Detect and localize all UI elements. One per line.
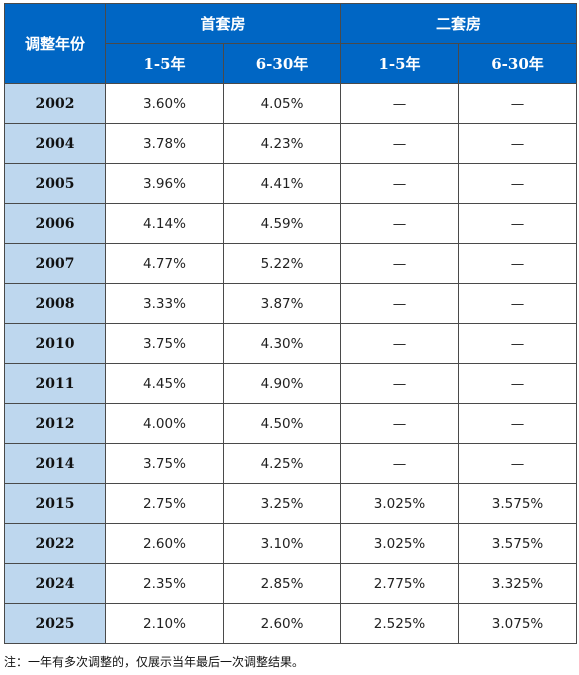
second-home-6-30-cell: — xyxy=(458,363,578,404)
year-cell: 2024 xyxy=(4,563,106,604)
first-home-1-5-cell: 2.75% xyxy=(105,483,224,524)
year-cell: 2015 xyxy=(4,483,106,524)
table-row: 2005 3.96% 4.41% — — xyxy=(4,163,578,204)
second-home-6-30-cell: — xyxy=(458,123,578,164)
first-home-6-30-cell: 4.50% xyxy=(222,403,342,444)
second-home-1-5-cell: — xyxy=(340,203,460,244)
first-home-6-30-cell: 4.23% xyxy=(222,123,342,164)
second-home-1-5-cell: — xyxy=(340,403,460,444)
first-home-1-5-cell: 4.00% xyxy=(105,403,224,444)
rate-table: 调整年份 首套房 二套房 1-5年 6-30年 1-5年 6-30年 2002 3… xyxy=(4,3,578,644)
second-home-6-30-cell: — xyxy=(458,203,578,244)
second-home-6-30-cell: 3.075% xyxy=(458,603,578,644)
table-row: 2010 3.75% 4.30% — — xyxy=(4,323,578,364)
first-home-1-5-cell: 3.75% xyxy=(105,323,224,364)
second-home-1-5-cell: — xyxy=(340,123,460,164)
table-header: 调整年份 首套房 二套房 1-5年 6-30年 1-5年 6-30年 xyxy=(4,3,578,84)
first-home-6-30-cell: 3.10% xyxy=(222,523,342,564)
first-home-6-30-cell: 2.85% xyxy=(222,563,342,604)
second-home-6-30-cell: — xyxy=(458,243,578,284)
second-home-1-5-cell: 3.025% xyxy=(340,483,460,524)
second-home-6-30-cell: 3.575% xyxy=(458,483,578,524)
year-cell: 2014 xyxy=(4,443,106,484)
second-home-1-5-cell: 2.775% xyxy=(340,563,460,604)
first-home-6-30-cell: 4.41% xyxy=(222,163,342,204)
second-home-6-30-cell: — xyxy=(458,283,578,324)
year-cell: 2007 xyxy=(4,243,106,284)
table-row: 2008 3.33% 3.87% — — xyxy=(4,283,578,324)
second-home-1-5-cell: — xyxy=(340,323,460,364)
first-home-1-5-cell: 3.96% xyxy=(105,163,224,204)
second-home-1-5-cell: 2.525% xyxy=(340,603,460,644)
year-column-header: 调整年份 xyxy=(4,3,106,84)
table-row: 2012 4.00% 4.50% — — xyxy=(4,403,578,444)
first-home-1-5-cell: 3.75% xyxy=(105,443,224,484)
second-home-6-30-cell: 3.575% xyxy=(458,523,578,564)
year-cell: 2022 xyxy=(4,523,106,564)
table-row: 2002 3.60% 4.05% — — xyxy=(4,83,578,124)
first-home-1-5-cell: 4.77% xyxy=(105,243,224,284)
table-row: 2006 4.14% 4.59% — — xyxy=(4,203,578,244)
first-home-6-30-cell: 4.30% xyxy=(222,323,342,364)
first-home-6-30-cell: 3.25% xyxy=(222,483,342,524)
table-body: 2002 3.60% 4.05% — —2004 3.78% 4.23% — —2005 3.96… xyxy=(4,83,578,644)
table-row: 2025 2.10% 2.60% 2.525% 3.075% xyxy=(4,603,578,644)
year-cell: 2025 xyxy=(4,603,106,644)
table-row: 2004 3.78% 4.23% — — xyxy=(4,123,578,164)
first-home-6-30-cell: 3.87% xyxy=(222,283,342,324)
table-row: 2024 2.35% 2.85% 2.775% 3.325% xyxy=(4,563,578,604)
first-home-6-30-cell: 4.59% xyxy=(222,203,342,244)
second-home-1-5-cell: — xyxy=(340,363,460,404)
table-row: 2015 2.75% 3.25% 3.025% 3.575% xyxy=(4,483,578,524)
second-home-1-5-cell: — xyxy=(340,283,460,324)
second-home-header: 二套房 xyxy=(340,3,578,44)
first-home-6-30-cell: 4.05% xyxy=(222,83,342,124)
year-cell: 2012 xyxy=(4,403,106,444)
header-row-group: 调整年份 首套房 二套房 xyxy=(4,3,578,84)
first-home-1-5-cell: 3.78% xyxy=(105,123,224,164)
second-home-1-5-cell: — xyxy=(340,163,460,204)
year-cell: 2004 xyxy=(4,123,106,164)
second-home-6-30-cell: — xyxy=(458,323,578,364)
second-home-1-5-cell: 3.025% xyxy=(340,523,460,564)
first-home-term-6-30: 6-30年 xyxy=(222,43,342,84)
second-home-6-30-cell: 3.325% xyxy=(458,563,578,604)
first-home-1-5-cell: 2.60% xyxy=(105,523,224,564)
first-home-header: 首套房 xyxy=(104,3,342,44)
table-row: 2022 2.60% 3.10% 3.025% 3.575% xyxy=(4,523,578,564)
year-cell: 2011 xyxy=(4,363,106,404)
footnote: 注：一年有多次调整的，仅展示当年最后一次调整结果。 xyxy=(4,655,305,669)
year-cell: 2010 xyxy=(4,323,106,364)
second-home-6-30-cell: — xyxy=(458,163,578,204)
year-cell: 2005 xyxy=(4,163,106,204)
table-row: 2007 4.77% 5.22% — — xyxy=(4,243,578,284)
first-home-1-5-cell: 4.45% xyxy=(105,363,224,404)
year-cell: 2002 xyxy=(4,83,106,124)
first-home-1-5-cell: 3.33% xyxy=(105,283,224,324)
first-home-6-30-cell: 4.25% xyxy=(222,443,342,484)
second-home-term-6-30: 6-30年 xyxy=(458,43,578,84)
second-home-1-5-cell: — xyxy=(340,243,460,284)
first-home-6-30-cell: 4.90% xyxy=(222,363,342,404)
second-home-1-5-cell: — xyxy=(340,443,460,484)
first-home-1-5-cell: 2.10% xyxy=(105,603,224,644)
second-home-1-5-cell: — xyxy=(340,83,460,124)
year-cell: 2008 xyxy=(4,283,106,324)
year-cell: 2006 xyxy=(4,203,106,244)
first-home-1-5-cell: 4.14% xyxy=(105,203,224,244)
table-row: 2011 4.45% 4.90% — — xyxy=(4,363,578,404)
header-row-terms: 1-5年 6-30年 1-5年 6-30年 xyxy=(5,43,578,84)
second-home-term-1-5: 1-5年 xyxy=(340,43,460,84)
second-home-6-30-cell: — xyxy=(458,443,578,484)
second-home-6-30-cell: — xyxy=(458,403,578,444)
first-home-term-1-5: 1-5年 xyxy=(105,43,224,84)
first-home-1-5-cell: 3.60% xyxy=(105,83,224,124)
table-row: 2014 3.75% 4.25% — — xyxy=(4,443,578,484)
second-home-6-30-cell: — xyxy=(458,83,578,124)
first-home-1-5-cell: 2.35% xyxy=(105,563,224,604)
first-home-6-30-cell: 2.60% xyxy=(222,603,342,644)
first-home-6-30-cell: 5.22% xyxy=(222,243,342,284)
